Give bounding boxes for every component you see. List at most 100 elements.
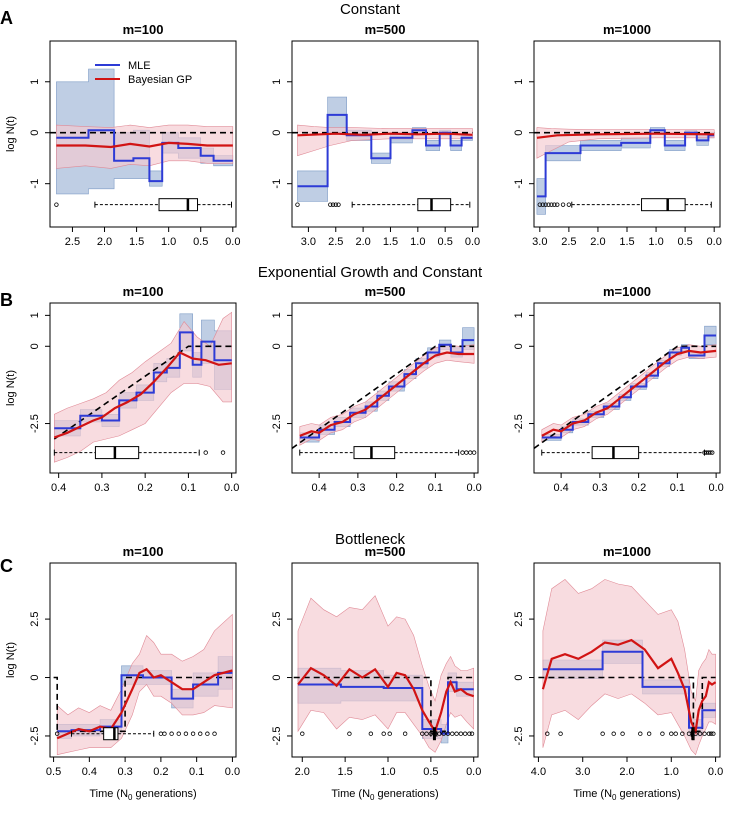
boxplot-outlier xyxy=(158,731,164,736)
plot-area xyxy=(534,127,715,215)
y-tick-label: -2.5 xyxy=(513,726,525,745)
x-axis-label-sub: 0 xyxy=(612,793,617,802)
boxplot-outlier xyxy=(537,202,543,207)
boxplot xyxy=(299,446,477,460)
boxplot-outlier xyxy=(708,450,713,455)
x-tick-label: 0.0 xyxy=(708,766,723,778)
boxplot-outlier xyxy=(328,202,333,207)
y-tick-label: -2.5 xyxy=(271,726,283,745)
boxplot-outlier xyxy=(428,731,434,736)
x-tick-label: 1.5 xyxy=(129,236,144,248)
true-trajectory-line xyxy=(538,676,716,733)
boxplot-outlier xyxy=(560,202,566,207)
boxplot-outlier xyxy=(368,731,374,736)
y-tick-label: -2.5 xyxy=(271,414,283,433)
plot-area xyxy=(538,579,717,756)
boxplot-outlier xyxy=(669,731,674,736)
x-axis-label-prefix: Time (N xyxy=(89,788,128,800)
boxplot-outlier xyxy=(462,731,468,736)
y-tick-label: 0 xyxy=(513,674,525,680)
row-letter: A xyxy=(0,8,13,28)
gp-posterior-line xyxy=(297,132,473,137)
boxplot-outlier xyxy=(660,731,665,736)
boxplot-outlier xyxy=(710,450,715,455)
row-letter: C xyxy=(0,556,13,576)
boxplot-outlier xyxy=(347,731,352,736)
boxplot-box xyxy=(353,446,396,460)
x-axis-label: Time (N0 generations) xyxy=(89,788,196,802)
true-trajectory-line xyxy=(292,345,475,449)
x-tick-label: 1.0 xyxy=(664,766,679,778)
y-tick-label: -1 xyxy=(271,179,283,189)
y-tick-label: 0 xyxy=(29,674,41,680)
x-tick-label: 0.0 xyxy=(466,482,481,494)
y-tick-label: 0 xyxy=(513,130,525,136)
y-tick-label: 2.5 xyxy=(29,611,41,626)
x-tick-label: 2.0 xyxy=(355,236,370,248)
x-tick-label: 2.0 xyxy=(619,766,634,778)
x-tick-label: 2.0 xyxy=(590,236,605,248)
x-tick-label: 1.5 xyxy=(619,236,634,248)
boxplot-outlier xyxy=(402,731,408,736)
mle-step-line xyxy=(298,681,474,735)
x-tick-label: 0.1 xyxy=(181,482,196,494)
y-tick-label: 1 xyxy=(271,79,283,85)
x-tick-label: 0.4 xyxy=(51,482,66,494)
x-tick-label: 3.0 xyxy=(532,236,547,248)
legend-mle-label: MLE xyxy=(128,60,151,72)
boxplot-box xyxy=(641,198,686,212)
x-tick-label: 0.1 xyxy=(189,766,204,778)
boxplot-outlier xyxy=(454,731,459,736)
boxplot-outlier xyxy=(203,450,208,455)
boxplot-outlier xyxy=(420,731,425,736)
y-tick-label: 2.5 xyxy=(513,611,525,626)
boxplot-outlier xyxy=(638,731,643,736)
boxplot-outlier xyxy=(646,731,652,736)
boxplot-box xyxy=(103,727,119,741)
x-tick-label: 3.0 xyxy=(301,236,316,248)
x-tick-label: 0.3 xyxy=(94,482,109,494)
plot-frame xyxy=(291,302,479,474)
boxplot-outlier xyxy=(295,202,300,207)
boxplot-outlier xyxy=(693,731,698,736)
plot-area xyxy=(292,96,473,202)
gp-posterior-line xyxy=(299,351,475,437)
y-axis-label: log N(t) xyxy=(5,642,17,678)
y-tick-label: 0 xyxy=(29,130,41,136)
row-A: A Constant m=100 1 0 -1 2.5 2.0 1.5 1.0 0.5 0.0 log … xyxy=(0,1,722,248)
x-tick-label: 0.5 xyxy=(677,236,692,248)
panel-title: m=100 xyxy=(123,284,164,299)
mle-step-line xyxy=(56,129,233,183)
boxplot-outlier xyxy=(673,731,678,736)
boxplot-outlier xyxy=(540,202,545,207)
x-tick-label: 1.5 xyxy=(337,766,352,778)
y-tick-label: -1 xyxy=(513,179,525,189)
y-tick-label: 0 xyxy=(271,343,283,349)
boxplot xyxy=(541,446,715,460)
y-tick-label: -2.5 xyxy=(29,414,41,433)
x-tick-label: 0.3 xyxy=(350,482,365,494)
boxplot-outlier xyxy=(330,202,336,207)
boxplot-outlier xyxy=(697,731,703,736)
boxplot-outlier xyxy=(198,731,203,736)
x-tick-label: 0.4 xyxy=(553,482,568,494)
y-tick-label: 1 xyxy=(513,312,525,318)
boxplot-outlier xyxy=(708,731,714,736)
y-tick-label: 1 xyxy=(271,312,283,318)
boxplot-outlier xyxy=(432,731,438,736)
boxplot-outlier xyxy=(205,731,210,736)
boxplot xyxy=(545,727,716,741)
x-tick-label: 0.2 xyxy=(138,482,153,494)
row-letter: B xyxy=(0,290,13,310)
x-tick-label: 2.5 xyxy=(561,236,576,248)
boxplot-outlier xyxy=(600,731,605,736)
boxplot-outlier xyxy=(183,731,189,736)
boxplot-outlier xyxy=(543,202,548,207)
panel-B-1: m=100 1 0 -2.5 0.4 0.3 0.2 0.1 0.0 log N(t) xyxy=(5,284,239,494)
gp-posterior-line xyxy=(297,666,475,734)
panel-A-1: m=100 1 0 -1 2.5 2.0 1.5 1.0 0.5 0.0 log N(t) MLE Ba… xyxy=(5,22,240,248)
y-tick-label: 1 xyxy=(513,79,525,85)
x-tick-label: 1.5 xyxy=(383,236,398,248)
